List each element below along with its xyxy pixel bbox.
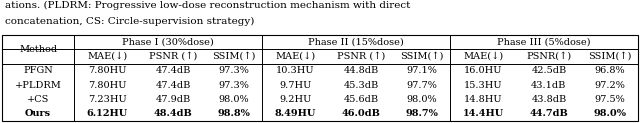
Text: 47.4dB: 47.4dB (156, 66, 191, 75)
Text: Phase III (5%dose): Phase III (5%dose) (497, 38, 591, 47)
Text: ations. (PLDRM: Progressive low-dose reconstruction mechanism with direct: ations. (PLDRM: Progressive low-dose rec… (5, 1, 410, 10)
Text: 46.0dB: 46.0dB (342, 109, 380, 118)
Text: 43.1dB: 43.1dB (531, 81, 566, 90)
Text: 7.80HU: 7.80HU (88, 66, 126, 75)
Text: 6.12HU: 6.12HU (86, 109, 128, 118)
Text: PSNR(↑): PSNR(↑) (526, 52, 572, 61)
Text: 97.2%: 97.2% (595, 81, 625, 90)
Text: 96.8%: 96.8% (595, 66, 625, 75)
Text: 7.23HU: 7.23HU (88, 95, 127, 104)
Text: +PLDRM: +PLDRM (15, 81, 61, 90)
Text: 44.8dB: 44.8dB (343, 66, 379, 75)
Text: 16.0HU: 16.0HU (464, 66, 502, 75)
Text: 15.3HU: 15.3HU (464, 81, 502, 90)
Text: Method: Method (19, 45, 57, 54)
Text: SSIM(↑): SSIM(↑) (401, 52, 444, 61)
Text: 97.7%: 97.7% (406, 81, 438, 90)
Text: 98.8%: 98.8% (218, 109, 250, 118)
Text: Phase II (15%dose): Phase II (15%dose) (308, 38, 404, 47)
Text: PSNR (↑): PSNR (↑) (149, 52, 197, 61)
Text: 98.0%: 98.0% (219, 95, 250, 104)
Text: 97.3%: 97.3% (219, 66, 250, 75)
Text: 7.80HU: 7.80HU (88, 81, 126, 90)
Text: Ours: Ours (25, 109, 51, 118)
Text: 47.9dB: 47.9dB (156, 95, 191, 104)
Text: 47.4dB: 47.4dB (156, 81, 191, 90)
Text: 45.6dB: 45.6dB (344, 95, 378, 104)
Text: SSIM(↑): SSIM(↑) (588, 52, 632, 61)
Text: +CS: +CS (27, 95, 49, 104)
Text: 14.4HU: 14.4HU (463, 109, 504, 118)
Text: 98.0%: 98.0% (406, 95, 437, 104)
Text: 8.49HU: 8.49HU (275, 109, 316, 118)
Text: 97.5%: 97.5% (595, 95, 625, 104)
Text: 44.7dB: 44.7dB (529, 109, 568, 118)
Text: 45.3dB: 45.3dB (343, 81, 379, 90)
Text: 10.3HU: 10.3HU (276, 66, 314, 75)
Text: PSNR (↑): PSNR (↑) (337, 52, 385, 61)
Text: SSIM(↑): SSIM(↑) (212, 52, 256, 61)
Text: 97.1%: 97.1% (406, 66, 438, 75)
Text: 98.7%: 98.7% (406, 109, 438, 118)
Text: 42.5dB: 42.5dB (531, 66, 566, 75)
Text: 48.4dB: 48.4dB (154, 109, 193, 118)
Text: 97.3%: 97.3% (219, 81, 250, 90)
Text: MAE(↓): MAE(↓) (87, 52, 127, 61)
Text: MAE(↓): MAE(↓) (463, 52, 503, 61)
Text: Phase I (30%dose): Phase I (30%dose) (122, 38, 214, 47)
Text: 9.2HU: 9.2HU (279, 95, 311, 104)
Text: MAE(↓): MAE(↓) (275, 52, 315, 61)
Text: PFGN: PFGN (23, 66, 53, 75)
Text: concatenation, CS: Circle-supervision strategy): concatenation, CS: Circle-supervision st… (5, 17, 255, 26)
Text: 43.8dB: 43.8dB (531, 95, 566, 104)
Text: 9.7HU: 9.7HU (279, 81, 311, 90)
Text: 14.8HU: 14.8HU (464, 95, 502, 104)
Bar (2, 35, 638, 121)
Text: 98.0%: 98.0% (593, 109, 627, 118)
